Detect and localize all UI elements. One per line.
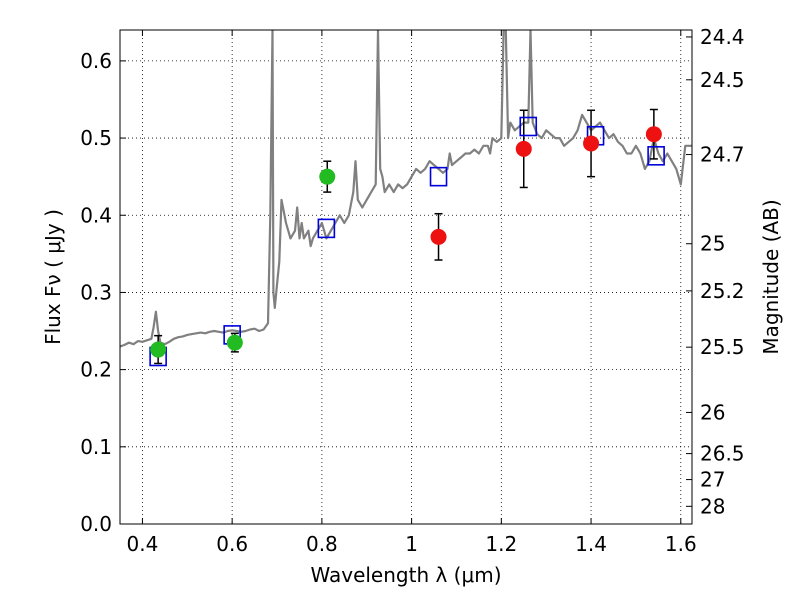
right-tick-label: 25.2 — [700, 279, 745, 303]
model-band-square — [429, 166, 448, 187]
right-tick-label: 28 — [700, 494, 725, 518]
right-tick-label: 24.4 — [700, 25, 745, 49]
y-axis-label-right: Magnitude (AB) — [759, 199, 783, 354]
photometry-point — [515, 140, 532, 157]
x-tick-label: 0.6 — [216, 532, 248, 556]
model-band-square — [647, 146, 665, 166]
y-tick-label: 0.4 — [80, 203, 112, 227]
grid — [120, 30, 692, 525]
x-tick-label: 1 — [405, 532, 418, 556]
photometry-point — [645, 126, 662, 143]
x-tick-label: 1.2 — [485, 532, 517, 556]
x-tick-label: 1.6 — [665, 532, 697, 556]
y-tick-label: 0.5 — [80, 126, 112, 150]
y-tick-label: 0.0 — [80, 512, 112, 536]
right-tick-label: 25.5 — [700, 335, 745, 359]
y-tick-label: 0.2 — [80, 358, 112, 382]
x-tick-label: 1.4 — [575, 532, 607, 556]
y-axis-label: Flux Fν ( μJy ) — [41, 209, 65, 345]
x-tick-label: 0.4 — [127, 532, 159, 556]
x-tick-labels: 0.4 0.6 0.8 1 1.2 1.4 1.6 — [127, 532, 697, 556]
photometry-point — [150, 341, 167, 358]
x-axis-label: Wavelength λ (μm) — [310, 563, 501, 587]
photometry-points — [150, 126, 662, 358]
right-tick-label: 27 — [700, 468, 725, 492]
photometry-point — [430, 228, 447, 245]
right-tick-label: 24.5 — [700, 68, 745, 92]
photometry-point — [319, 168, 336, 185]
x-tick-label: 0.8 — [306, 532, 338, 556]
model-band-squares — [149, 116, 665, 367]
y-tick-labels: 0.0 0.1 0.2 0.3 0.4 0.5 0.6 — [80, 49, 112, 536]
right-tick-label: 25 — [700, 232, 725, 256]
spectrum-series — [120, 30, 692, 348]
axis-ticks — [120, 30, 692, 525]
y-tick-label: 0.3 — [80, 280, 112, 304]
right-tick-label: 24.7 — [700, 143, 745, 167]
right-tick-label: 26 — [700, 400, 725, 424]
y-tick-label: 0.6 — [80, 49, 112, 73]
plot-frame — [119, 29, 693, 525]
model-band-square — [317, 218, 336, 239]
right-tick-label: 26.5 — [700, 442, 745, 466]
photometry-point — [583, 135, 600, 152]
photometry-point — [226, 334, 243, 351]
y-tick-label: 0.1 — [80, 435, 112, 459]
model-band-square — [519, 116, 538, 137]
spectrum-line — [120, 30, 692, 348]
